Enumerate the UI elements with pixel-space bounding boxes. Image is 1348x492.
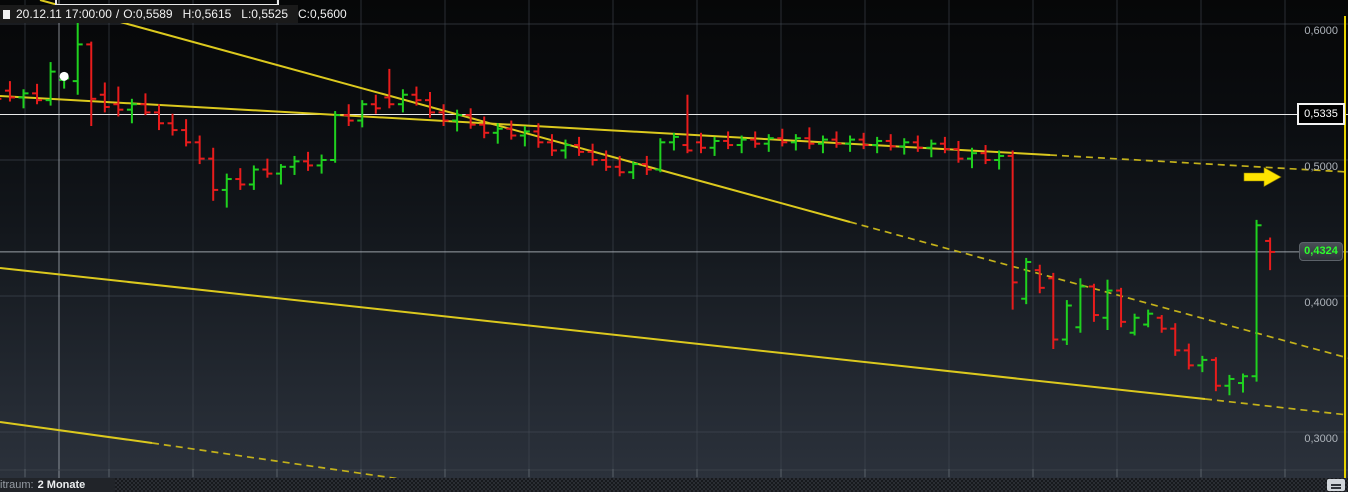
hovered-bar-dot bbox=[59, 71, 69, 81]
bar-marker-icon bbox=[3, 10, 10, 19]
ohlc-info-bar: 20.12.11 17:00:00/O:0,5589 H:0,5615 L:0,55… bbox=[0, 5, 347, 23]
trendline-upper-steep-extension[interactable] bbox=[849, 221, 1348, 359]
info-low: L:0,5525 bbox=[241, 7, 289, 21]
current-price-badge: 0,4324 bbox=[1299, 242, 1343, 262]
right-arrow-annotation[interactable] bbox=[1243, 166, 1282, 188]
panel-toggle-button[interactable] bbox=[1327, 479, 1345, 491]
axis-label: 0,4000 bbox=[1304, 297, 1338, 309]
ohlc-bars bbox=[0, 17, 1276, 396]
axis-label: 0,5000 bbox=[1304, 161, 1338, 173]
timeframe-label: itraum: bbox=[0, 479, 34, 491]
trendline-upper-steep[interactable] bbox=[39, 0, 851, 223]
info-close: C:0,5600 bbox=[298, 7, 347, 21]
price-alert-marker[interactable]: 0,5335 bbox=[1297, 103, 1345, 126]
trendline-channel-low[interactable] bbox=[0, 421, 153, 444]
info-high: H:0,5615 bbox=[182, 7, 232, 21]
axis-label: 0,6000 bbox=[1304, 25, 1338, 37]
trendline-resistance-flat-extension[interactable] bbox=[1049, 154, 1348, 173]
timeframe-value[interactable]: 2 Monate bbox=[37, 479, 86, 491]
axis-label: 0,3000 bbox=[1304, 433, 1338, 445]
price-chart-canvas[interactable] bbox=[0, 0, 1348, 478]
panel-toggle-icon bbox=[1331, 484, 1341, 486]
status-bar: itraum: 2 Monate bbox=[0, 478, 1348, 492]
status-bar-texture bbox=[115, 478, 1348, 492]
axis-highlight-border bbox=[1344, 16, 1346, 478]
info-open: O:0,5589 bbox=[123, 7, 173, 21]
trendline-channel-mid-extension[interactable] bbox=[1204, 398, 1348, 416]
info-datetime: 20.12.11 17:00:00 bbox=[16, 7, 112, 21]
trendline-channel-mid[interactable] bbox=[0, 267, 1206, 400]
timeframe-status: itraum: 2 Monate bbox=[0, 478, 85, 492]
trendline-channel-low-extension[interactable] bbox=[151, 442, 400, 478]
info-separator: / bbox=[115, 7, 120, 21]
